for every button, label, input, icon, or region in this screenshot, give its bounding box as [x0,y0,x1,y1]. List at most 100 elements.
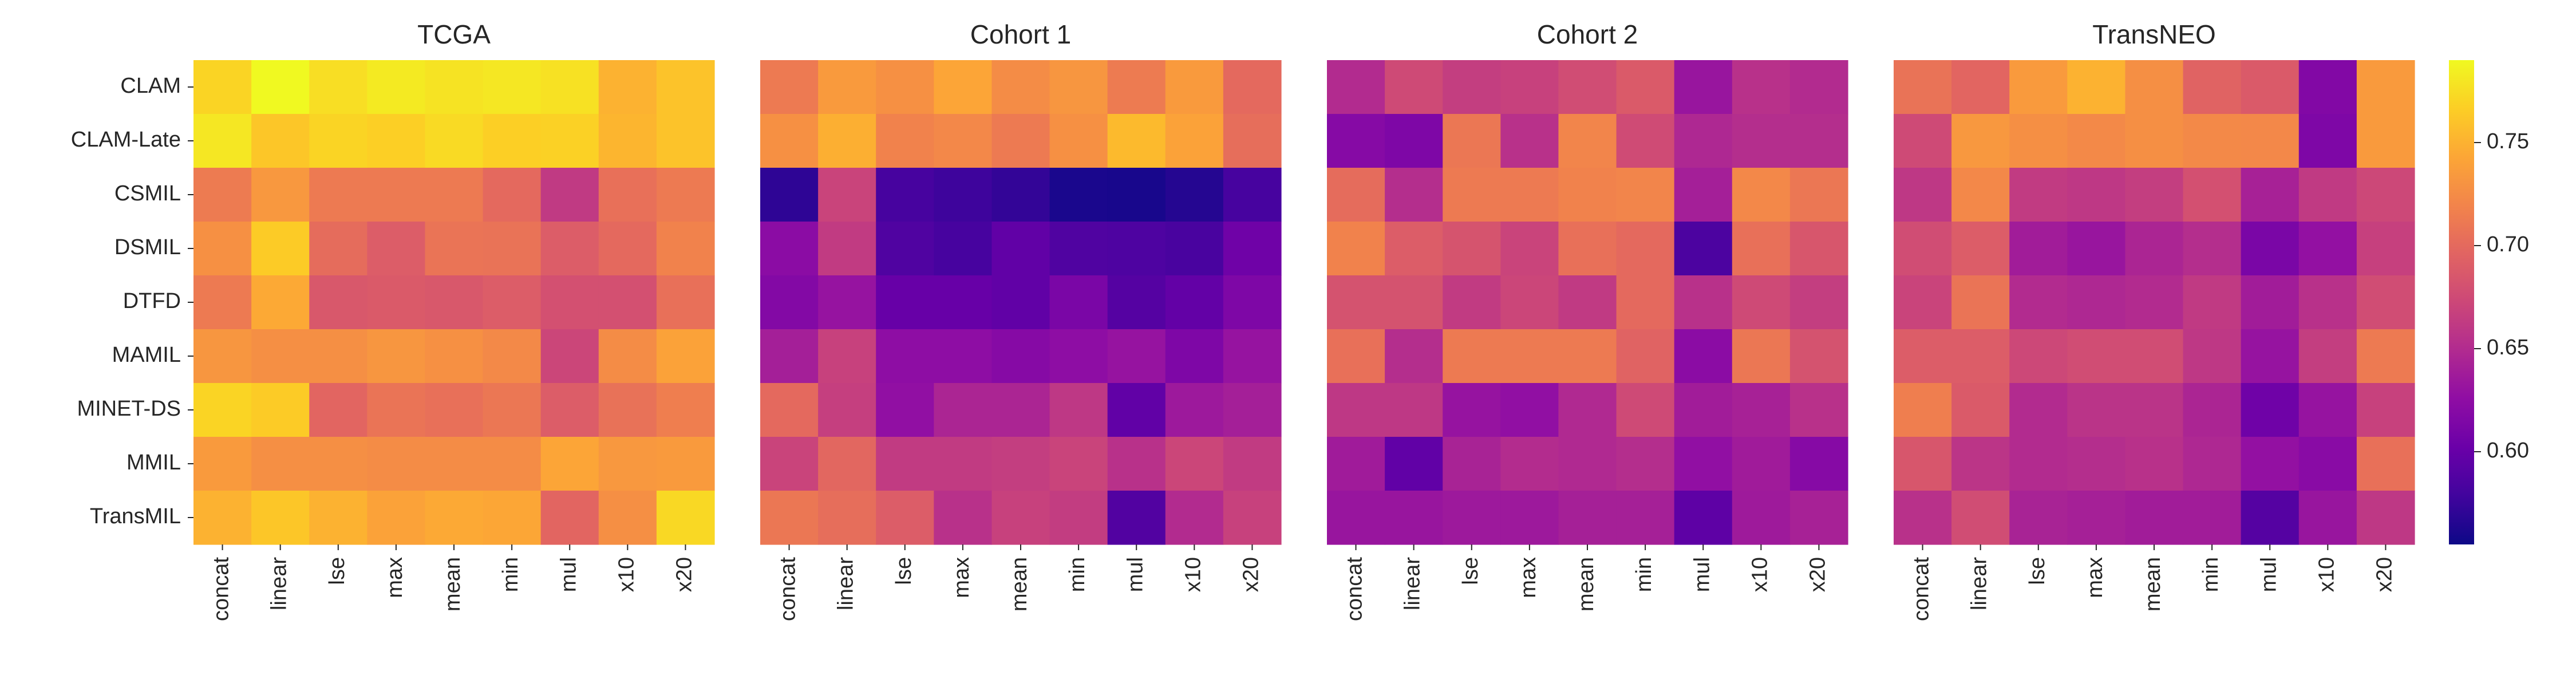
heatmap-cell: DSMIL / x10: 0.700 [598,222,657,276]
heatmap-cell: MINET-DS / min: 0.660 [1049,383,1108,437]
heatmap-cell: DSMIL / x20: 0.718 [656,222,715,276]
heatmap-cell: DSMIL / concat: 0.623 [760,222,819,276]
heatmap-cell: DSMIL / lse: 0.683 [1443,222,1501,276]
heatmap-cell: MAMIL / x20: 0.712 [2356,329,2415,384]
heatmap-cell: CSMIL / concat: 0.702 [1327,168,1385,222]
heatmap-cell: MINET-DS / concat: 0.660 [1327,383,1385,437]
heatmap-cell: TransMIL / min: 0.638 [2183,491,2242,545]
heatmap-cell: MINET-DS / concat: 0.770 [193,383,252,437]
x-tick-label: mul [1690,557,1714,592]
heatmap-cell: MAMIL / mul: 0.623 [1674,329,1733,384]
heatmap-cell: TransMIL / linear: 0.677 [1951,491,2010,545]
heatmap-cell: MAMIL / mean: 0.620 [991,329,1050,384]
heatmap-cell: MAMIL / x20: 0.630 [1223,329,1282,384]
heatmap-cell: TransMIL / linear: 0.762 [251,491,310,545]
heatmap-cell: CSMIL / lse: 0.582 [876,168,934,222]
heatmap-cell: DSMIL / mean: 0.708 [425,222,484,276]
heatmap-cell: CSMIL / mean: 0.718 [1558,168,1617,222]
heatmap-cell: MMIL / linear: 0.597 [1385,437,1443,491]
x-tick-label: concat [1343,557,1367,621]
heatmap-cell: CLAM-Late / x20: 0.652 [1789,114,1848,168]
heatmap-cell: CLAM-Late / mul: 0.647 [1674,114,1733,168]
heatmap-cell: MMIL / x10: 0.637 [1732,437,1791,491]
panel-title: Cohort 1 [970,19,1071,49]
heatmap-cell: MAMIL / concat: 0.705 [1327,329,1385,384]
x-tick-label: lse [1459,557,1483,585]
x-tick-label: x10 [1181,557,1205,592]
heatmap-panel-transneo: TransNEO CLAM / concat: 0.707CLAM / linea… [1894,19,2415,621]
y-tick-label: CSMIL [114,181,181,206]
heatmap-cell: CLAM-Late / mul: 0.722 [2241,114,2300,168]
heatmap-cell: CLAM-Late / x10: 0.652 [1732,114,1791,168]
heatmap-cell: MAMIL / concat: 0.732 [193,329,252,384]
heatmap-cell: MMIL / min: 0.725 [483,437,542,491]
heatmap-cell: MAMIL / lse: 0.625 [876,329,934,384]
heatmap-cell: CLAM / linear: 0.735 [818,60,876,114]
heatmap-cell: CLAM / x20: 0.735 [2356,60,2415,114]
x-tick-label: concat [210,557,234,621]
heatmap-cell: TransMIL / linear: 0.632 [1385,491,1443,545]
heatmap-cell: MMIL / linear: 0.727 [251,437,310,491]
heatmap-cell: MINET-DS / mean: 0.705 [425,383,484,437]
heatmap-cell: MAMIL / mul: 0.672 [540,329,599,384]
heatmap-cell: DTFD / lse: 0.600 [876,275,934,330]
heatmap-cell: MAMIL / concat: 0.690 [1894,329,1952,384]
heatmap-cell: MAMIL / min: 0.625 [1049,329,1108,384]
heatmap-panel-tcga: TCGA CLAM / concat: 0.770CLAM / linear: 0… [193,19,715,621]
x-tick-label: max [2083,557,2107,598]
heatmap-cell: CLAM / linear: 0.790 [251,60,310,114]
heatmap-cell: DSMIL / mul: 0.690 [540,222,599,276]
heatmap-cell: DTFD / mean: 0.650 [2125,275,2184,330]
heatmap-cell: MINET-DS / x20: 0.715 [656,383,715,437]
heatmap-cell: DSMIL / x20: 0.667 [2356,222,2415,276]
heatmap-cell: TransMIL / mean: 0.638 [2125,491,2184,545]
heatmap-cell: DTFD / mul: 0.638 [2241,275,2300,330]
heatmap-cell: TransMIL / lse: 0.750 [309,491,368,545]
heatmap-panel-cohort-1: Cohort 1 CLAM / concat: 0.712CLAM / linea… [760,19,1282,621]
heatmap-cell: MINET-DS / linear: 0.688 [1951,383,2010,437]
heatmap-cell: TransMIL / mul: 0.697 [540,491,599,545]
heatmap-cell: MAMIL / x10: 0.615 [1165,329,1224,384]
heatmap-cell: CLAM / linear: 0.675 [1385,60,1443,114]
heatmap-cell: CSMIL / concat: 0.570 [760,168,819,222]
heatmap-cell: CLAM-Late / lse: 0.727 [2009,114,2068,168]
heatmap-cell: MMIL / min: 0.670 [1049,437,1108,491]
heatmap-cell: MMIL / max: 0.651 [1500,437,1559,491]
heatmap-cell: DTFD / lse: 0.663 [1443,275,1501,330]
heatmap-cell: CSMIL / x20: 0.673 [2356,168,2415,222]
heatmap-cell: MAMIL / linear: 0.652 [1385,329,1443,384]
heatmap-cell: TransMIL / mul: 0.590 [2241,491,2300,545]
heatmap-cell: MINET-DS / x20: 0.655 [1789,383,1848,437]
y-tick-label: DTFD [123,289,181,313]
heatmap-cell: CLAM-Late / min: 0.767 [483,114,542,168]
heatmap-cell: TransMIL / min: 0.664 [1049,491,1108,545]
heatmap-cell: TransMIL / mean: 0.745 [425,491,484,545]
heatmap-cell: MINET-DS / x10: 0.706 [598,383,657,437]
heatmap-cell: DSMIL / mul: 0.586 [1107,222,1166,276]
heatmap-cell: CLAM / concat: 0.770 [193,60,252,114]
heatmap-cell: CSMIL / mean: 0.665 [2125,168,2184,222]
heatmap-cell: MMIL / x10: 0.622 [2298,437,2357,491]
heatmap-cell: CLAM-Late / lse: 0.770 [309,114,368,168]
heatmap-cell: MINET-DS / x10: 0.635 [1165,383,1224,437]
x-tick-label: mul [2257,557,2281,592]
x-tick-label: x20 [1239,557,1263,592]
heatmap-cell: TransMIL / concat: 0.632 [1327,491,1385,545]
x-tick-label: max [1516,557,1540,598]
heatmap-cell: DSMIL / min: 0.700 [1616,222,1675,276]
heatmap-cell: DTFD / x20: 0.705 [656,275,715,330]
x-tick-label: min [499,557,523,592]
heatmap-cell: MINET-DS / mul: 0.597 [1107,383,1166,437]
heatmap-cell: DTFD / x10: 0.655 [2298,275,2357,330]
heatmap-cell: MINET-DS / mean: 0.648 [1558,383,1617,437]
heatmap-cell: DTFD / concat: 0.618 [760,275,819,330]
colorbar [2449,60,2474,544]
heatmap-cell: CLAM-Late / linear: 0.762 [251,114,310,168]
heatmap-cell: CLAM / concat: 0.707 [1894,60,1952,114]
heatmap-cell: MINET-DS / concat: 0.715 [1894,383,1952,437]
heatmap-cell: MINET-DS / mul: 0.638 [1674,383,1733,437]
heatmap-cell: MMIL / lse: 0.650 [2009,437,2068,491]
heatmap-cell: CSMIL / min: 0.561 [1049,168,1108,222]
panel-title: TransNEO [2092,19,2216,49]
heatmap-cell: MINET-DS / mul: 0.690 [540,383,599,437]
